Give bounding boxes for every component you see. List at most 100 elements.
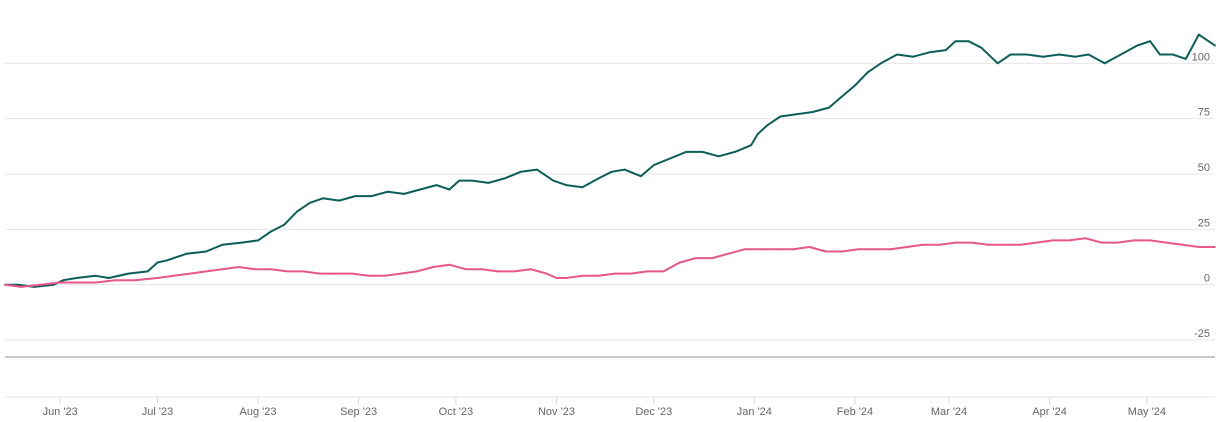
data-point [322,197,324,200]
data-point [189,272,191,275]
data-point [75,281,78,284]
data-point [399,272,402,275]
x-tick-label: Jun '23 [43,406,78,418]
x-tick-label: Apr '24 [1032,406,1067,418]
data-point [4,283,6,286]
data-point [776,248,778,251]
data-point [370,195,373,198]
y-tick-label: 100 [1192,51,1210,63]
data-point [146,270,149,273]
y-tick-label: 75 [1198,107,1210,119]
data-point [614,272,616,275]
x-tick-label: Sep '23 [340,406,377,418]
data-point [1103,62,1106,65]
data-point [743,248,746,251]
series-line [4,237,1215,288]
data-point [808,246,811,248]
y-axis-labels: 100 75 50 25 0 -25 [1192,51,1210,340]
data-point [39,283,42,286]
data-point [1149,239,1151,242]
data-point [944,49,947,51]
data-point [156,277,159,279]
data-point [756,133,759,136]
data-point [1116,241,1119,244]
data-point [17,283,19,286]
data-point [1171,53,1174,56]
data-point [1149,40,1151,43]
data-point [416,270,418,273]
data-point [114,279,117,282]
data-point [205,270,208,273]
data-point [912,55,915,58]
data-point [873,248,876,251]
gridlines [5,62,1215,341]
data-point [419,188,422,191]
data-point [107,277,110,279]
data-point [857,248,860,251]
data-point [1214,44,1216,47]
data-point [513,270,516,273]
data-point [734,151,736,153]
data-point [536,168,538,171]
data-point [62,279,65,282]
data-point [552,179,555,182]
y-tick-label: 50 [1198,162,1210,174]
series-line [5,33,1216,288]
data-point [386,190,389,193]
data-point [811,111,814,113]
data-point [205,250,208,253]
data-point [221,268,224,271]
data-point [795,113,798,116]
data-point [253,268,256,271]
data-point [581,274,584,277]
series-2 [4,237,1216,288]
data-point [221,243,224,246]
x-tick-label: Aug '23 [240,406,277,418]
data-point [383,274,386,277]
data-point [166,259,169,262]
data-point [967,40,970,43]
data-point [471,179,473,182]
data-point [185,252,188,255]
data-point [779,115,782,118]
data-point [750,144,752,147]
data-point [302,270,305,273]
x-axis-labels: Jun '23 Jul '23 Aug '23 Sep '23 Oct '23 Nov '… [43,397,1166,418]
y-tick-label: 25 [1198,217,1210,229]
data-point [980,46,983,49]
data-point [678,261,681,264]
data-point [597,177,600,180]
data-point [529,268,532,271]
data-point [133,279,136,282]
data-point [1184,58,1187,60]
data-point [1068,239,1070,242]
data-point [545,272,548,275]
data-point [270,230,272,233]
x-tick-label: Mar '24 [931,406,967,418]
data-point [240,241,243,244]
data-point [286,270,289,273]
data-point [854,84,856,87]
data-point [610,170,613,173]
data-point [20,286,23,288]
data-point [597,274,600,277]
data-point [1197,246,1200,248]
data-point [701,151,704,153]
x-tick-label: Nov '23 [538,406,575,418]
data-point [367,274,370,277]
data-point [1058,53,1061,56]
data-point [338,199,340,202]
data-point [481,268,483,271]
x-tick-label: Jul '23 [142,406,173,418]
data-point [646,270,649,273]
data-point [1042,55,1044,58]
x-tick-label: May '24 [1128,406,1166,418]
data-point [448,263,451,266]
data-point [351,272,353,275]
data-point [432,266,435,268]
data-point [1133,239,1135,242]
data-point [335,272,337,275]
data-point [237,266,240,268]
data-point [630,272,632,275]
